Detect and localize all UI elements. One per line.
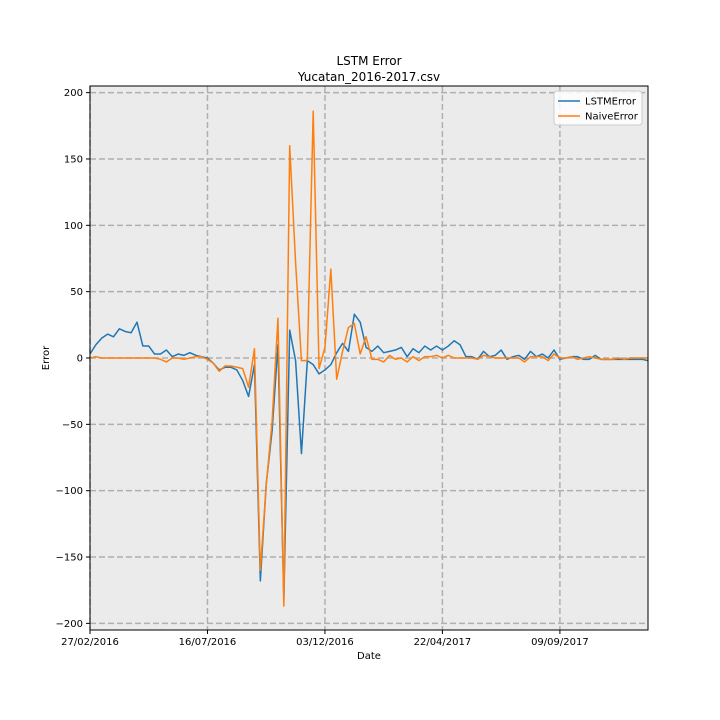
y-tick-label: −50 [62,420,83,431]
legend-label: NaiveError [585,112,639,123]
chart-subtitle: Yucatan_2016-2017.csv [297,70,440,84]
x-axis: 27/02/2016 16/07/2016 03/12/2016 22/04/2017… [61,630,589,648]
y-tick-label: 200 [64,88,83,99]
x-tick-label: 03/12/2016 [296,637,354,648]
chart-title: LSTM Error [336,54,401,68]
legend: LSTMError NaiveError [553,90,643,126]
y-tick-label: −200 [56,619,83,630]
x-axis-label: Date [357,651,381,662]
y-tick-label: −100 [56,486,83,497]
series-line-naiveerror [89,110,648,607]
x-tick-label: 27/02/2016 [61,637,119,648]
y-axis: −200 −150 −100 −50 0 50 100 150 200 [56,88,90,630]
y-axis-label: Error [41,345,52,370]
y-tick-label: −150 [56,553,83,564]
legend-label: LSTMError [585,97,637,108]
y-tick-label: 50 [70,287,83,298]
y-tick-label: 100 [64,221,83,232]
series-lines [89,110,649,607]
x-tick-label: 22/04/2017 [414,637,472,648]
x-tick-label: 09/09/2017 [531,637,589,648]
y-tick-label: 150 [64,154,83,165]
x-tick-label: 16/07/2016 [179,637,237,648]
y-tick-label: 0 [77,354,83,365]
